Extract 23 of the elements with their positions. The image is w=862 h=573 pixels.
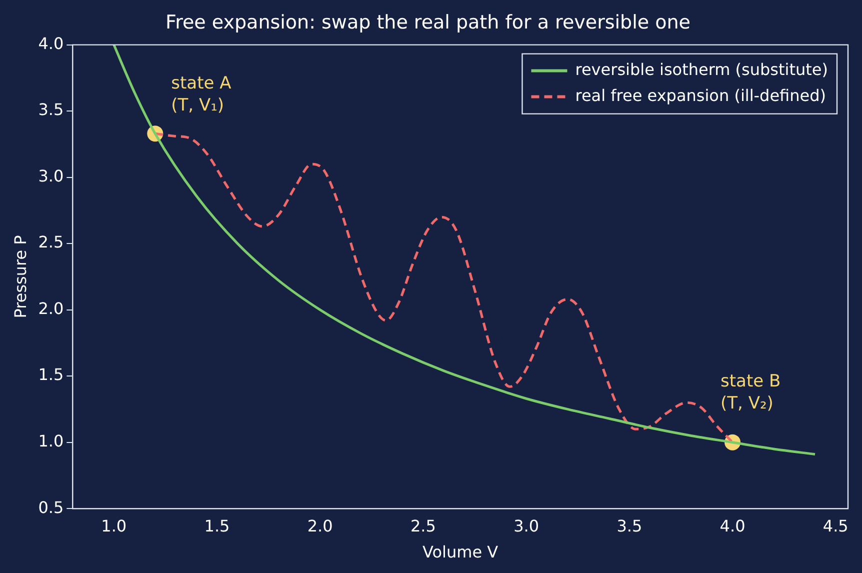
x-tick-label: 3.0 [514, 516, 540, 536]
legend-label: reversible isotherm (substitute) [575, 60, 828, 79]
y-tick-label: 3.0 [38, 166, 64, 186]
y-tick-label: 1.5 [38, 365, 64, 384]
y-tick-label: 2.0 [38, 298, 64, 318]
x-tick-label: 1.5 [204, 516, 230, 536]
y-tick-label: 1.0 [38, 432, 64, 450]
x-tick-label: 2.5 [410, 516, 436, 536]
x-axis-title: Volume V [422, 542, 498, 562]
legend-label: real free expansion (ill-defined) [575, 86, 826, 105]
y-tick-label: 3.5 [38, 100, 64, 120]
annotation: state A (T, V₁) [171, 74, 232, 116]
annotation: state B (T, V₂) [720, 371, 781, 414]
y-tick-label: 2.5 [38, 232, 64, 252]
y-tick-label: 4.0 [38, 34, 64, 53]
x-tick-label: 2.0 [307, 516, 333, 536]
x-tick-label: 1.0 [101, 516, 127, 536]
y-axis-title: Pressure P [10, 234, 30, 318]
x-tick-label: 4.0 [720, 516, 746, 536]
y-tick-label: 0.5 [38, 498, 64, 517]
x-tick-label: 4.5 [822, 516, 848, 536]
x-tick-label: 3.5 [616, 516, 642, 536]
chart-title: Free expansion: swap the real path for a reversible one [166, 11, 690, 34]
